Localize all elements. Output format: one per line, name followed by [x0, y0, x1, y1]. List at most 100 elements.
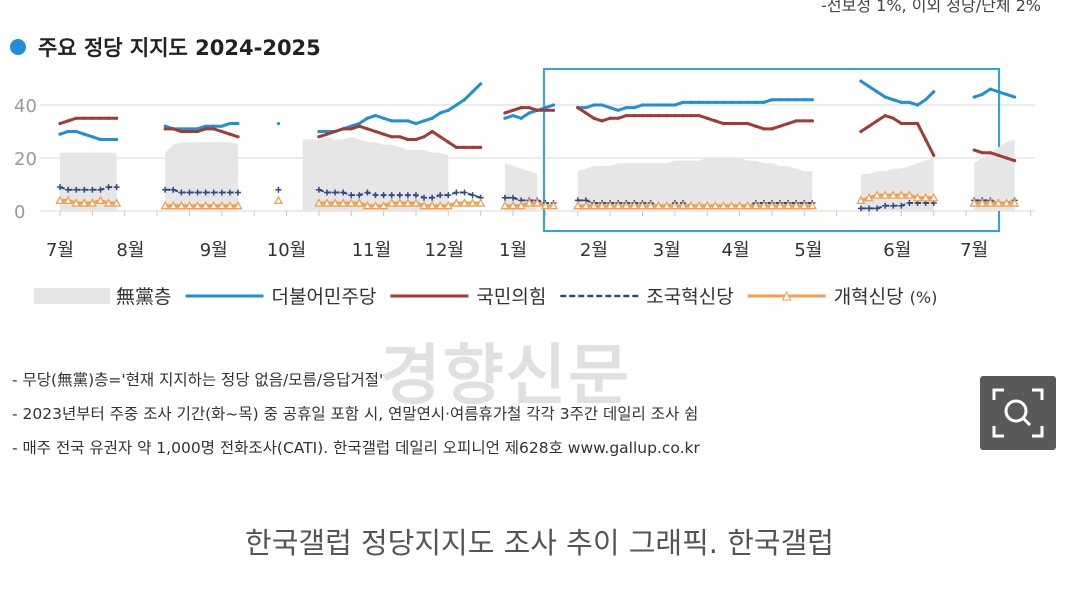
data-point — [645, 200, 656, 210]
data-point — [654, 200, 664, 210]
data-point — [396, 192, 403, 199]
data-point — [430, 129, 434, 134]
data-point — [888, 190, 898, 199]
data-point — [201, 200, 211, 210]
data-point — [220, 129, 224, 134]
data-point — [411, 198, 421, 207]
data-point — [204, 127, 208, 131]
data-point — [1013, 159, 1017, 163]
data-point — [535, 108, 539, 112]
data-point — [576, 106, 580, 110]
data-point — [469, 192, 476, 199]
legend-label: 조국혁신당 — [646, 286, 733, 308]
data-point — [427, 200, 437, 210]
data-point — [972, 148, 976, 152]
data-point — [71, 198, 81, 207]
party-support-chart: 0 20 40 7월 8월 9월 10월 11월 12월 1월 2월 3월 4월 5월 6월 7월 無黨층 더불어… — [14, 68, 1035, 308]
data-point — [354, 198, 364, 207]
data-point — [176, 200, 186, 210]
data-point — [398, 119, 402, 123]
data-point — [721, 121, 725, 126]
data-point — [195, 129, 200, 134]
area-series-nodang — [577, 158, 813, 211]
series-line-3 — [860, 202, 934, 210]
data-point — [694, 200, 704, 210]
data-point — [236, 121, 240, 126]
data-point — [859, 79, 863, 83]
data-point — [799, 200, 809, 210]
x-month-label: 6월 — [883, 240, 911, 261]
data-point — [373, 114, 378, 118]
data-point — [621, 200, 631, 210]
data-point — [81, 186, 88, 193]
zoom-button[interactable] — [980, 376, 1056, 450]
data-point — [429, 194, 436, 201]
data-point — [648, 103, 653, 107]
data-point — [503, 116, 507, 120]
area-series-nodang — [60, 152, 117, 211]
data-point — [794, 98, 798, 102]
data-point — [859, 129, 863, 134]
data-point — [341, 127, 345, 131]
data-point — [632, 114, 636, 118]
data-point — [710, 200, 720, 210]
data-point — [791, 200, 801, 210]
area-series-nodang — [302, 136, 449, 211]
data-point — [912, 192, 923, 202]
data-point — [689, 100, 693, 104]
data-point — [640, 114, 645, 118]
data-point — [875, 119, 879, 123]
data-point — [194, 189, 201, 196]
data-point — [857, 205, 864, 212]
data-point — [592, 103, 596, 107]
data-point — [762, 127, 766, 131]
data-point — [702, 200, 712, 210]
data-point — [802, 98, 806, 102]
data-point — [501, 194, 508, 201]
data-point — [600, 103, 604, 107]
data-point — [543, 108, 548, 112]
data-point — [95, 195, 106, 205]
data-point — [751, 200, 761, 210]
x-month-label: 3월 — [653, 240, 681, 261]
data-point — [921, 192, 931, 202]
data-point — [113, 184, 120, 191]
legend-swatch-nodang — [34, 288, 110, 304]
data-point — [479, 82, 483, 86]
data-point — [778, 98, 782, 102]
data-point — [412, 192, 419, 199]
data-point — [462, 145, 467, 149]
data-point — [503, 111, 507, 115]
data-point — [346, 198, 356, 207]
data-point — [317, 135, 321, 139]
data-point — [87, 198, 97, 207]
data-point — [697, 100, 701, 104]
data-point — [390, 119, 394, 123]
data-point — [55, 195, 65, 205]
data-point — [406, 137, 410, 142]
data-point — [212, 124, 216, 128]
data-point — [985, 198, 995, 207]
data-point — [234, 189, 241, 196]
series-line-1 — [973, 87, 1016, 99]
data-point — [357, 124, 361, 128]
data-point — [106, 116, 111, 120]
data-point — [90, 116, 94, 120]
x-month-label: 10월 — [267, 240, 306, 261]
chart-title-row: 주요 정당 지지도 2024-2025 — [10, 32, 321, 62]
data-point — [543, 106, 548, 110]
data-point — [932, 153, 936, 157]
x-month-label: 1월 — [499, 240, 527, 261]
data-point — [597, 200, 607, 210]
data-point — [380, 192, 387, 199]
series-line-4 — [860, 193, 934, 202]
data-point — [759, 200, 769, 210]
data-point — [228, 121, 232, 126]
data-point — [212, 127, 216, 131]
data-point — [220, 124, 224, 128]
data-point — [713, 119, 717, 123]
data-point — [613, 200, 623, 210]
data-point — [872, 190, 882, 199]
data-point — [906, 200, 913, 207]
data-point — [226, 189, 233, 196]
